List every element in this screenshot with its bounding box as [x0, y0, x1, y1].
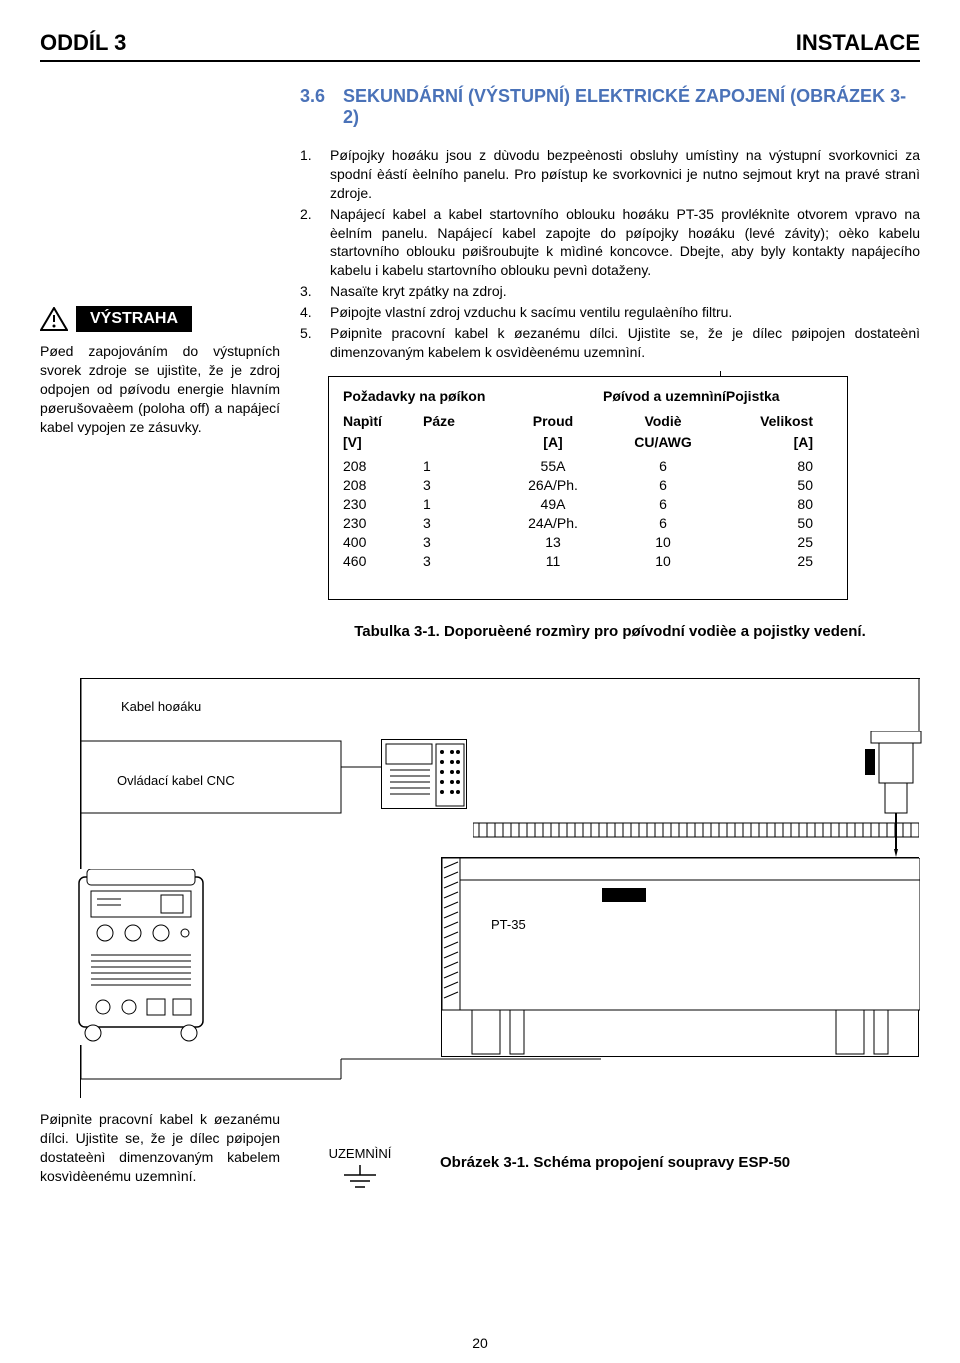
cnc-panel: [381, 739, 467, 809]
table-hdr1: Požadavky na pøíkon: [343, 387, 603, 406]
table-caption: Tabulka 3-1. Doporuèené rozmìry pro pøív…: [300, 622, 920, 642]
requirements-table: Požadavky na pøíkon Pøívod a uzemnìníPoj…: [328, 376, 848, 600]
list-item: 4.Pøipojte vlastní zdroj vzduchu k sacím…: [300, 303, 920, 322]
list-item: 5.Pøipnìte pracovní kabel k øezanému díl…: [300, 324, 920, 362]
page-number: 20: [0, 1335, 960, 1351]
warning-icon: [40, 307, 68, 331]
bottom-row: Pøipnìte pracovní kabel k øezanému dílci…: [40, 1110, 920, 1194]
list-item: 2.Napájecí kabel a kabel startovního obl…: [300, 205, 920, 281]
header-left: ODDÍL 3: [40, 30, 126, 56]
ground-label: UZEMNÌNÍ: [310, 1146, 410, 1161]
list-item: 3.Nasaïte kryt zpátky na zdroj.: [300, 282, 920, 301]
table-subheader-row: Napìtí Páze Proud Vodiè Velikost: [343, 412, 833, 431]
table-row: 4003131025: [343, 533, 833, 552]
instruction-list: 1.Pøípojky hoøáku jsou z dùvodu bezpeèno…: [300, 146, 920, 362]
cnc-cable-label: Ovládací kabel CNC: [117, 773, 235, 788]
table-row: 230324A/Ph.650: [343, 514, 833, 533]
warning-label: VÝSTRAHA: [76, 306, 192, 332]
table-rows: 208155A680208326A/Ph.650230149A680230324…: [343, 457, 833, 570]
table-row: 230149A680: [343, 495, 833, 514]
list-item: 1.Pøípojky hoøáku jsou z dùvodu bezpeèno…: [300, 146, 920, 203]
cutting-table: [441, 857, 919, 1057]
section-heading: 3.6 SEKUNDÁRNÍ (VÝSTUPNÍ) ELEKTRICKÉ ZAP…: [300, 86, 920, 128]
table-row: 208326A/Ph.650: [343, 476, 833, 495]
table-row: 4603111025: [343, 552, 833, 571]
torch-cable-label: Kabel hoøáku: [121, 699, 201, 714]
warning-header: VÝSTRAHA: [40, 306, 280, 332]
table-header-row: Požadavky na pøíkon Pøívod a uzemnìníPoj…: [343, 387, 833, 406]
page-header: ODDÍL 3 INSTALACE: [40, 30, 920, 62]
cable-track: [473, 819, 919, 833]
pt35-label: PT-35: [491, 917, 526, 932]
ground-block: UZEMNÌNÍ: [310, 1110, 410, 1194]
table-tick: [720, 371, 722, 377]
figure-caption: Obrázek 3-1. Schéma propojení soupravy E…: [440, 1110, 920, 1194]
gantry-head: [861, 731, 941, 861]
content-columns: VÝSTRAHA Pøed zapojováním do výstupních …: [40, 146, 920, 668]
warning-column: VÝSTRAHA Pøed zapojováním do výstupních …: [40, 146, 280, 668]
ground-icon: [340, 1165, 380, 1194]
table-hdr2: Pøívod a uzemnìníPojistka: [603, 387, 780, 406]
main-column: 1.Pøípojky hoøáku jsou z dùvodu bezpeèno…: [300, 146, 920, 668]
table-unit-row: [V] [A] CU/AWG [A]: [343, 433, 833, 452]
wiring-diagram: Kabel hoøáku Ovládací kabel CNC: [80, 678, 920, 1098]
power-supply: [61, 869, 221, 1045]
warning-text: Pøed zapojováním do výstupních svorek zd…: [40, 342, 280, 436]
section-title: SEKUNDÁRNÍ (VÝSTUPNÍ) ELEKTRICKÉ ZAPOJEN…: [343, 86, 920, 128]
section-number: 3.6: [300, 86, 325, 128]
header-right: INSTALACE: [796, 30, 920, 56]
table-row: 208155A680: [343, 457, 833, 476]
bottom-warning-text: Pøipnìte pracovní kabel k øezanému dílci…: [40, 1110, 280, 1194]
